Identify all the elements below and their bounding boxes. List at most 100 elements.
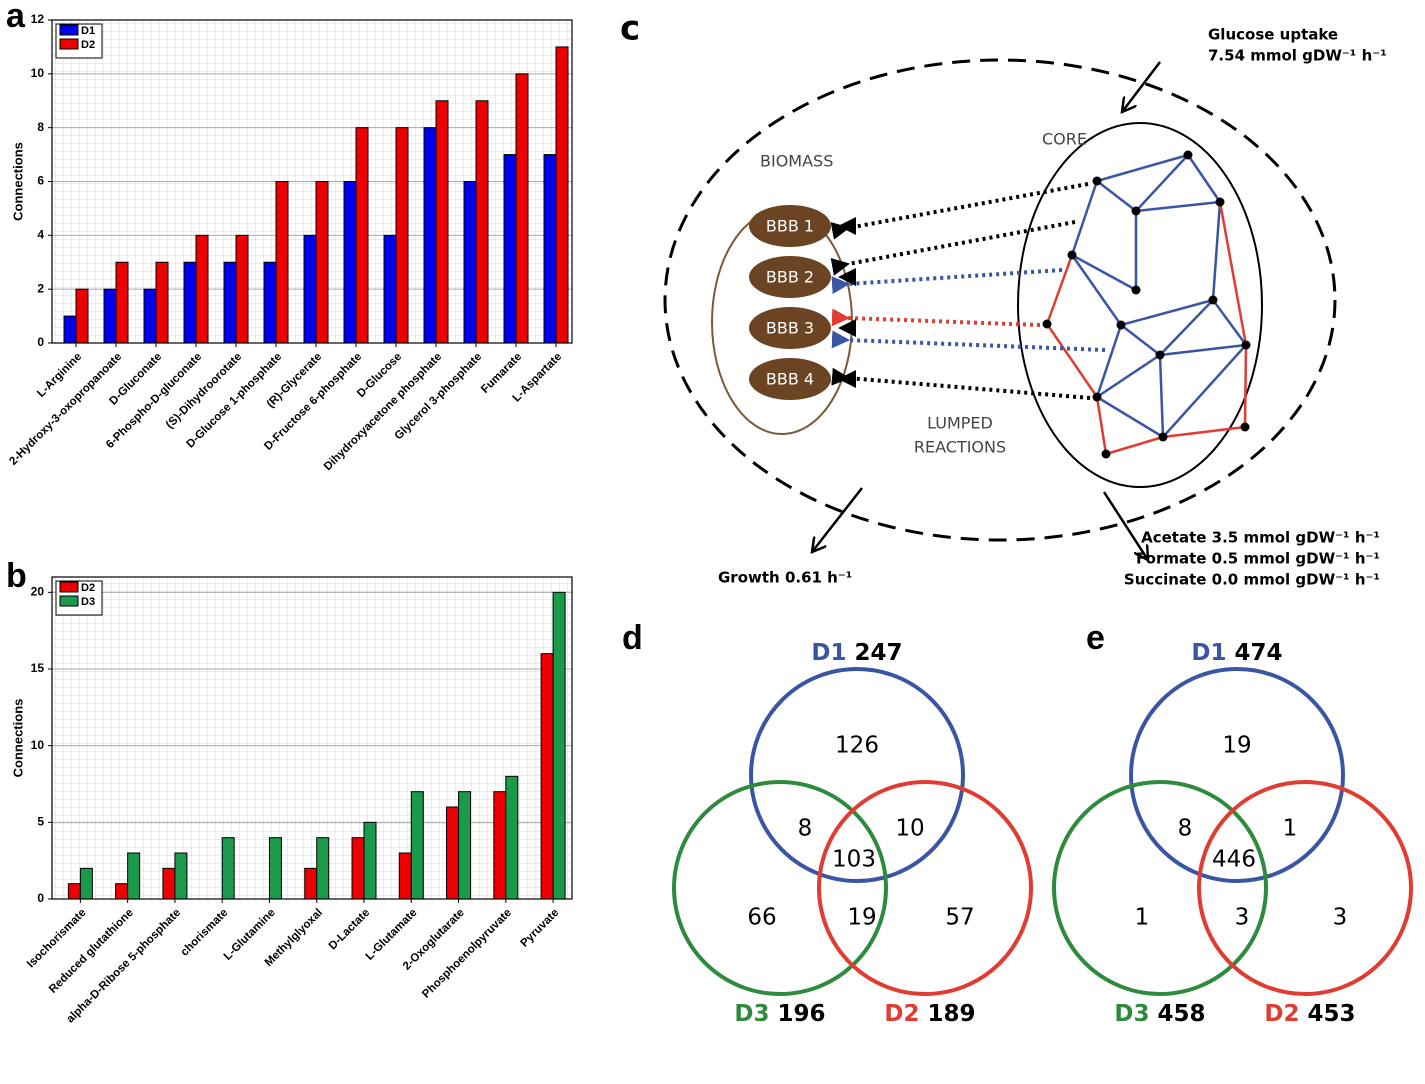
set-name: D3 <box>734 1001 769 1027</box>
set-size: 189 <box>928 1001 976 1027</box>
venn-count: 19 <box>1222 733 1251 759</box>
bar <box>235 234 249 344</box>
network-node <box>1131 206 1141 216</box>
venn-count: 3 <box>1333 905 1348 931</box>
set-name: D2 <box>1264 1001 1299 1027</box>
plot-frame <box>51 19 573 344</box>
legend-label: D2 <box>81 582 95 594</box>
network-node <box>1215 197 1225 207</box>
venn-set-label: D1 247 <box>811 640 902 666</box>
flux-arrow <box>831 330 1106 352</box>
arrows <box>830 182 1106 400</box>
network-edge <box>1105 435 1164 456</box>
uptake-arrow <box>1122 61 1161 112</box>
x-tick-label: Pyruvate <box>519 907 562 950</box>
bar <box>223 261 237 344</box>
network <box>1042 150 1251 459</box>
secretion-arrow <box>1102 491 1148 560</box>
bbb-ellipse <box>749 205 831 247</box>
set-name: D3 <box>1114 1001 1149 1027</box>
venn-circle <box>749 667 965 883</box>
venn-set-label: D2 453 <box>1264 1001 1355 1027</box>
flux-arrow <box>831 308 1041 327</box>
bar <box>183 261 197 344</box>
x-tick-label: D-Lactate <box>327 907 373 953</box>
network-edge <box>1070 180 1099 256</box>
network-edge <box>1243 344 1248 428</box>
network-edge <box>1096 153 1189 183</box>
bar <box>115 261 129 344</box>
venn-count: 10 <box>895 816 924 842</box>
y-tick-label: 8 <box>37 120 44 134</box>
set-size: 247 <box>855 640 903 666</box>
bar <box>552 591 566 900</box>
core-ellipse <box>1017 122 1263 488</box>
legend-swatch <box>59 595 79 607</box>
bar <box>316 837 330 900</box>
venn-circle <box>1197 780 1413 996</box>
network-edge <box>1158 354 1165 438</box>
bbb-ellipse <box>749 256 831 298</box>
network-edge <box>1162 425 1246 439</box>
venn-circle <box>1052 780 1268 996</box>
glucose-text: Glucose uptake <box>1208 26 1338 44</box>
bar <box>127 852 141 900</box>
legend-swatch <box>59 38 79 50</box>
venn-circle <box>672 780 888 996</box>
bar <box>79 867 93 900</box>
output-text: Formate 0.5 mmol gDW⁻¹ h⁻¹ <box>1136 550 1380 568</box>
bar <box>143 288 157 344</box>
network-edge <box>1071 253 1137 292</box>
bar <box>275 181 289 344</box>
bar <box>515 73 529 344</box>
bar <box>115 883 129 900</box>
network-node <box>1131 285 1141 295</box>
venn-count: 57 <box>945 905 974 931</box>
network-edge <box>1095 324 1123 398</box>
venn-count: 1 <box>1283 816 1298 842</box>
bbb-arrowhead <box>838 370 856 388</box>
bar <box>410 791 424 900</box>
network-node <box>1155 350 1165 360</box>
bar <box>505 775 519 900</box>
plot-area <box>52 577 572 899</box>
flux-arrow <box>831 367 1091 400</box>
bar <box>458 791 472 900</box>
bar <box>383 234 397 344</box>
bar <box>540 653 554 900</box>
network-node <box>1092 176 1102 186</box>
x-tick-label: (S)-Dihydroorotate <box>164 351 244 431</box>
y-tick-label: 12 <box>31 12 45 26</box>
flux-arrow <box>830 182 1089 240</box>
bar <box>543 154 557 344</box>
network-edge <box>1211 299 1248 346</box>
bar <box>263 261 277 344</box>
network-node <box>1092 392 1102 402</box>
network-edge <box>1135 154 1189 212</box>
bar <box>303 234 317 344</box>
venn-set-label: D2 189 <box>884 1001 975 1027</box>
network-edge <box>1096 353 1161 399</box>
bar <box>463 181 477 344</box>
network-edge <box>1070 254 1123 326</box>
network-node <box>1183 150 1193 160</box>
bar <box>195 234 209 344</box>
venn-set-label: D1 474 <box>1191 640 1282 666</box>
lumped-label: REACTIONS <box>914 438 1006 457</box>
venn-count: 19 <box>847 905 876 931</box>
y-tick-label: 15 <box>31 661 45 675</box>
output-text: Acetate 3.5 mmol gDW⁻¹ h⁻¹ <box>1141 529 1380 547</box>
cell-boundary <box>663 58 1337 542</box>
bar <box>446 806 460 900</box>
network-edge <box>1218 201 1248 346</box>
bar <box>363 821 377 900</box>
bbb-arrowhead <box>838 319 856 337</box>
network-edge <box>1096 180 1137 212</box>
bar <box>304 867 318 900</box>
bar <box>395 127 409 344</box>
bbb-label: BBB 2 <box>766 268 814 287</box>
bar <box>555 46 569 344</box>
venn-count: 446 <box>1212 847 1256 873</box>
biomass-blocks: BBB 1 BBB 2 BBB 3 BBB 4 <box>749 205 856 400</box>
